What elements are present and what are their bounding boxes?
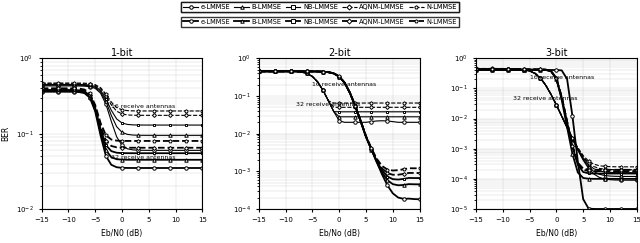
Text: 32 receive antennas: 32 receive antennas <box>513 96 578 101</box>
Legend: e-LMMSE, B-LMMSE, NB-LMMSE, AQNM-LMMSE, N-LMMSE: e-LMMSE, B-LMMSE, NB-LMMSE, AQNM-LMMSE, … <box>181 2 459 12</box>
Title: 3-bit: 3-bit <box>545 48 568 58</box>
X-axis label: Eb/N0 (dB): Eb/N0 (dB) <box>536 229 577 238</box>
Title: 1-bit: 1-bit <box>111 48 133 58</box>
X-axis label: Eb/No (dB): Eb/No (dB) <box>319 229 360 238</box>
X-axis label: Eb/N0 (dB): Eb/N0 (dB) <box>101 229 143 238</box>
Text: 16 receive antennas: 16 receive antennas <box>529 75 594 80</box>
Y-axis label: BER: BER <box>1 126 10 141</box>
Legend: e-LMMSE, B-LMMSE, NB-LMMSE, AQNM-LMMSE, N-LMMSE: e-LMMSE, B-LMMSE, NB-LMMSE, AQNM-LMMSE, … <box>181 17 459 27</box>
Text: 32 receive antennas: 32 receive antennas <box>111 155 176 160</box>
Text: 32 receive antennas: 32 receive antennas <box>296 102 361 107</box>
Text: 16 receive antennas: 16 receive antennas <box>312 82 376 87</box>
Text: 16 receive antennas: 16 receive antennas <box>111 104 175 109</box>
Title: 2-bit: 2-bit <box>328 48 351 58</box>
